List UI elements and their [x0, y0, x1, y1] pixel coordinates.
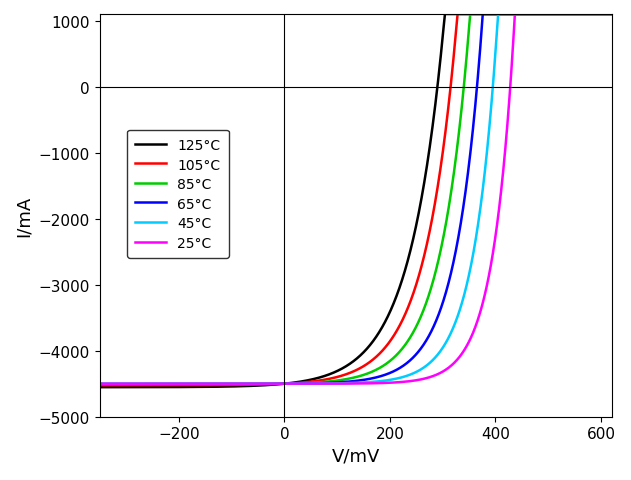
85°C — [196, 382, 204, 387]
45°C — [456, 307, 464, 312]
Line: 105°C: 105°C — [100, 15, 631, 385]
105°C — [96, 383, 103, 388]
Line: 65°C: 65°C — [100, 15, 631, 384]
65°C — [551, 12, 559, 18]
105°C — [509, 12, 517, 18]
X-axis label: V/mV: V/mV — [331, 447, 380, 465]
85°C — [466, 12, 474, 18]
125°C — [96, 384, 103, 390]
Line: 45°C: 45°C — [100, 15, 631, 384]
105°C — [196, 383, 204, 388]
25°C — [428, 374, 436, 380]
105°C — [551, 12, 559, 18]
105°C — [428, 217, 436, 223]
125°C — [456, 12, 464, 18]
45°C — [428, 358, 436, 364]
65°C — [428, 327, 436, 333]
45°C — [307, 381, 315, 387]
45°C — [196, 381, 204, 387]
25°C — [196, 381, 204, 387]
85°C — [509, 12, 517, 18]
Line: 85°C: 85°C — [100, 15, 631, 384]
65°C — [479, 12, 487, 18]
65°C — [509, 12, 517, 18]
125°C — [441, 12, 449, 18]
65°C — [307, 381, 315, 386]
45°C — [494, 12, 502, 18]
85°C — [456, 121, 464, 127]
Y-axis label: I/mA: I/mA — [15, 195, 33, 237]
105°C — [454, 12, 461, 18]
45°C — [96, 381, 103, 387]
125°C — [307, 377, 315, 383]
25°C — [307, 381, 315, 387]
85°C — [428, 282, 436, 288]
65°C — [196, 381, 204, 387]
25°C — [551, 12, 559, 18]
25°C — [456, 354, 464, 360]
Legend: 125°C, 105°C, 85°C, 65°C, 45°C, 25°C: 125°C, 105°C, 85°C, 65°C, 45°C, 25°C — [127, 131, 228, 259]
125°C — [428, 129, 436, 134]
Line: 25°C: 25°C — [100, 15, 631, 384]
125°C — [509, 12, 517, 18]
65°C — [456, 225, 464, 231]
105°C — [456, 12, 464, 18]
105°C — [307, 379, 315, 384]
125°C — [551, 12, 559, 18]
45°C — [551, 12, 559, 18]
65°C — [96, 381, 103, 387]
25°C — [509, 41, 517, 47]
125°C — [196, 384, 204, 390]
45°C — [509, 12, 517, 18]
85°C — [96, 382, 103, 387]
Line: 125°C: 125°C — [100, 15, 631, 387]
85°C — [551, 12, 559, 18]
25°C — [511, 12, 519, 18]
25°C — [96, 381, 103, 387]
85°C — [307, 380, 315, 386]
